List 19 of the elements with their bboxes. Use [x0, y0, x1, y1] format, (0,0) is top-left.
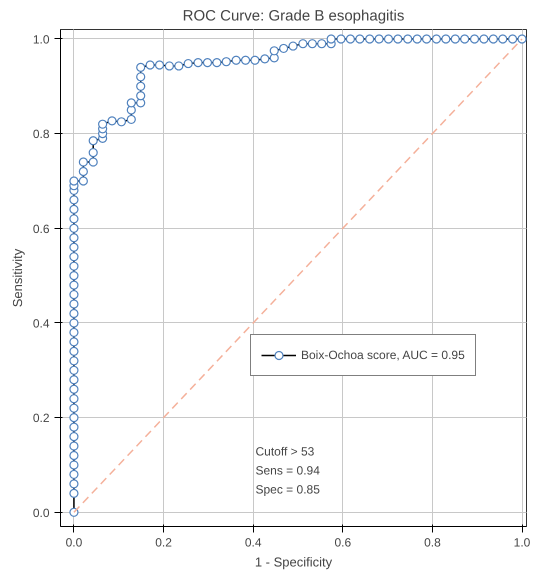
y-tick-label: 0.8 — [32, 127, 50, 142]
y-tick-label: 1.0 — [32, 32, 50, 46]
x-tick-label: 0.6 — [334, 536, 352, 550]
annotation: Spec = 0.85 — [256, 482, 320, 496]
x-axis-title: 1 - Specificity — [254, 554, 333, 570]
legend-label: Boix-Ochoa score, AUC = 0.95 — [301, 348, 465, 362]
y-tick-label: 0.2 — [32, 411, 50, 426]
y-tick-label: 0.6 — [32, 222, 50, 236]
x-tick-label: 0.0 — [66, 536, 83, 550]
y-axis-title: Sensitivity — [10, 248, 25, 308]
chart-title: ROC Curve: Grade B esophagitis — [182, 8, 404, 24]
x-tick-label: 0.8 — [424, 536, 442, 550]
x-tick-label: 0.2 — [155, 536, 172, 550]
annotation: Cutoff > 53 — [256, 444, 315, 458]
x-tick-label: 1.0 — [514, 536, 531, 550]
x-tick-label: 0.4 — [244, 536, 262, 550]
y-tick-label: 0.4 — [32, 316, 50, 330]
annotation: Sens = 0.94 — [256, 464, 320, 478]
y-tick-label: 0.0 — [32, 506, 50, 520]
